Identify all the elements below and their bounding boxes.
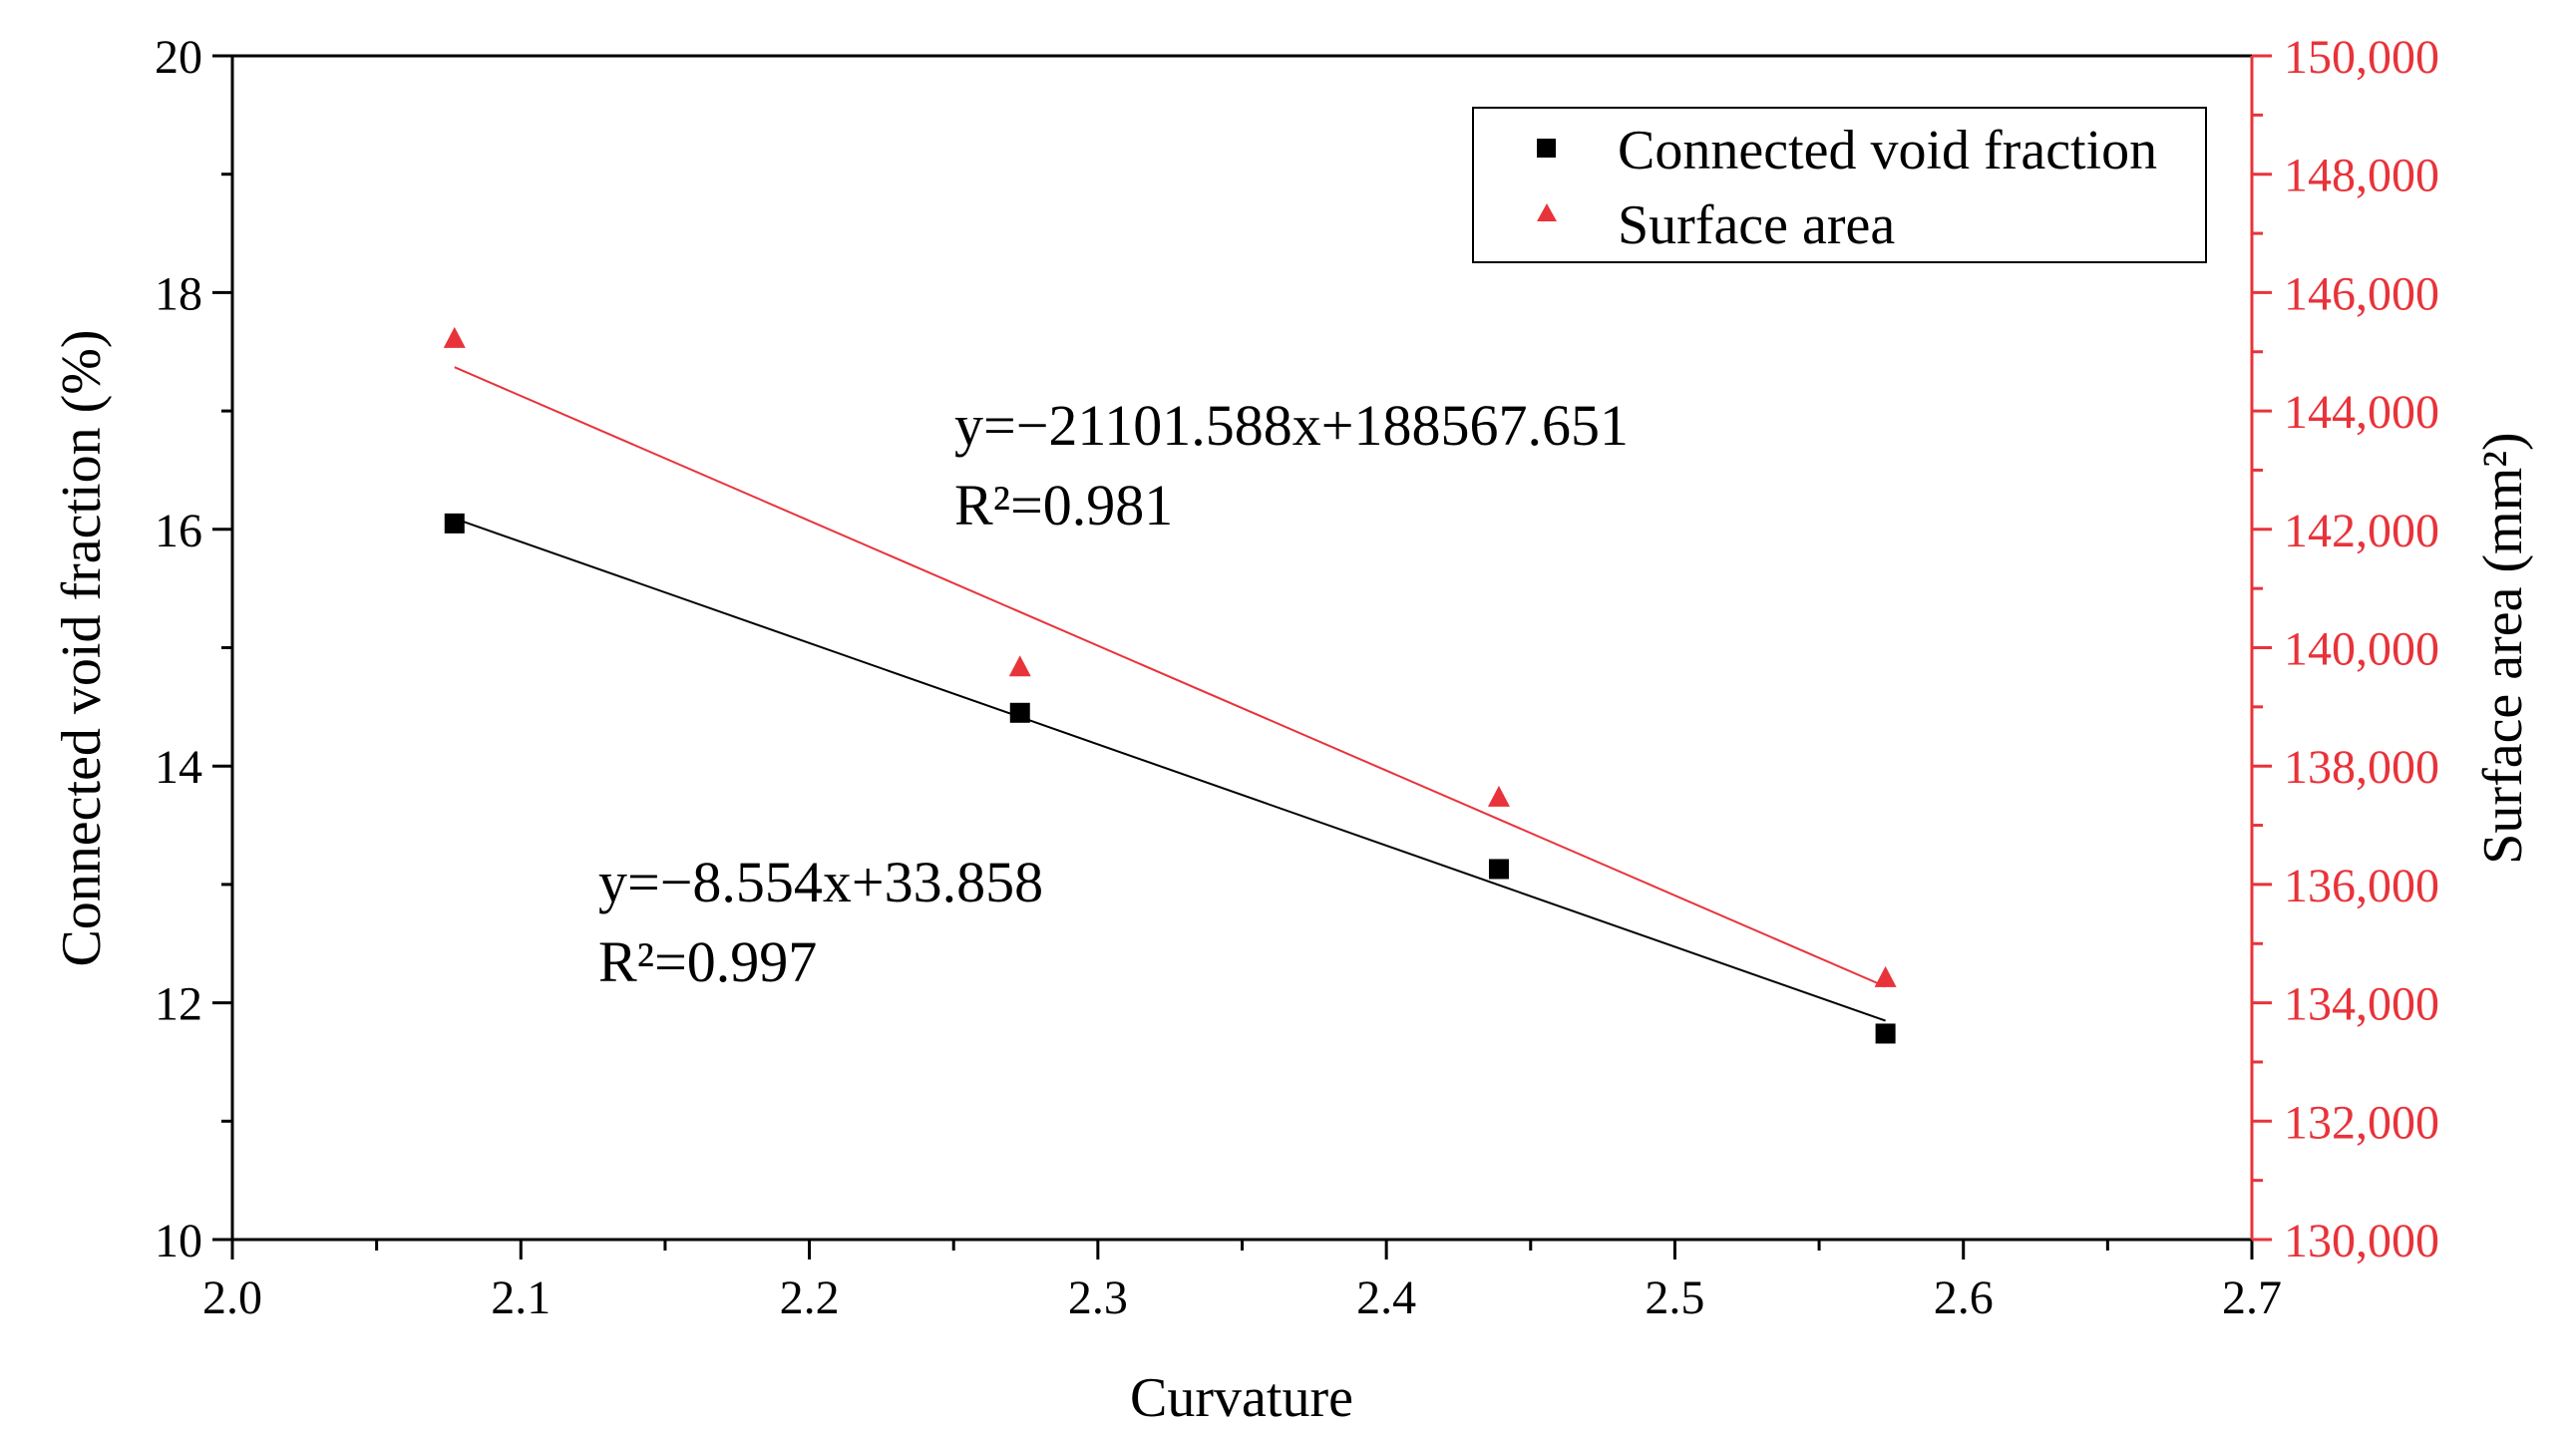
x-tick-label: 2.3 xyxy=(1068,1271,1128,1324)
right-tick-label: 140,000 xyxy=(2284,623,2439,676)
void-fraction-fit-r2: R²=0.997 xyxy=(598,929,817,994)
x-tick-label: 2.4 xyxy=(1356,1271,1416,1324)
right-tick-label: 134,000 xyxy=(2284,978,2439,1031)
right-tick-label: 144,000 xyxy=(2284,386,2439,439)
x-tick-label: 2.2 xyxy=(780,1271,840,1324)
right-tick-label: 142,000 xyxy=(2284,505,2439,557)
void-fraction-point xyxy=(444,513,465,534)
void-fraction-fit-equation: y=−8.554x+33.858 xyxy=(598,850,1043,914)
surface-area-point xyxy=(1008,655,1031,677)
surface-area-point xyxy=(443,326,466,348)
left-tick-label: 12 xyxy=(155,978,202,1031)
void-fraction-point xyxy=(1875,1023,1896,1044)
right-tick-label: 132,000 xyxy=(2284,1096,2439,1149)
x-tick-label: 2.5 xyxy=(1645,1271,1704,1324)
right-tick-label: 148,000 xyxy=(2284,150,2439,202)
legend-triangle-marker xyxy=(1537,203,1557,221)
left-axis-ticks: 10 12 14 16 18 20 xyxy=(155,31,232,1267)
left-tick-label: 20 xyxy=(155,31,202,84)
left-tick-label: 10 xyxy=(155,1215,202,1267)
right-tick-label: 136,000 xyxy=(2284,860,2439,912)
void-fraction-fit-line xyxy=(454,518,1886,1022)
left-tick-label: 14 xyxy=(155,741,202,794)
x-tick-label: 2.1 xyxy=(491,1271,551,1324)
legend-label-surface-area: Surface area xyxy=(1618,194,1895,256)
fit-lines xyxy=(454,366,1887,1022)
left-tick-label: 18 xyxy=(155,267,202,320)
surface-area-fit-equation: y=−21101.588x+188567.651 xyxy=(954,393,1629,458)
legend-label-void-fraction: Connected void fraction xyxy=(1618,120,2157,181)
right-axis-label: Surface area (mm²) xyxy=(2472,432,2534,864)
void-fraction-point xyxy=(1009,702,1030,723)
x-axis-ticks: 2.0 2.1 2.2 2.3 2.4 2.5 2.6 2.7 xyxy=(202,1240,2282,1324)
void-fraction-point xyxy=(1488,859,1509,880)
right-tick-label: 150,000 xyxy=(2284,31,2439,84)
right-tick-label: 146,000 xyxy=(2284,267,2439,320)
surface-area-point xyxy=(1487,785,1510,807)
legend: Connected void fraction Surface area xyxy=(1472,107,2207,263)
right-axis-ticks: 130,000 132,000 134,000 136,000 138,000 140,0… xyxy=(2252,31,2439,1267)
right-tick-label: 138,000 xyxy=(2284,741,2439,794)
x-tick-label: 2.6 xyxy=(1934,1271,1994,1324)
x-tick-label: 2.0 xyxy=(202,1271,262,1324)
surface-area-point xyxy=(1874,965,1897,987)
left-tick-label: 16 xyxy=(155,505,202,557)
left-axis-label: Connected void fraction (%) xyxy=(51,329,113,966)
x-tick-label: 2.7 xyxy=(2222,1271,2282,1324)
right-tick-label: 130,000 xyxy=(2284,1215,2439,1267)
surface-area-fit-line xyxy=(454,366,1887,988)
data-points xyxy=(443,326,1897,1044)
x-axis-label: Curvature xyxy=(1130,1367,1353,1429)
legend-square-marker xyxy=(1537,139,1556,158)
surface-area-fit-r2: R²=0.981 xyxy=(954,473,1173,538)
legend-box xyxy=(1472,107,2207,263)
